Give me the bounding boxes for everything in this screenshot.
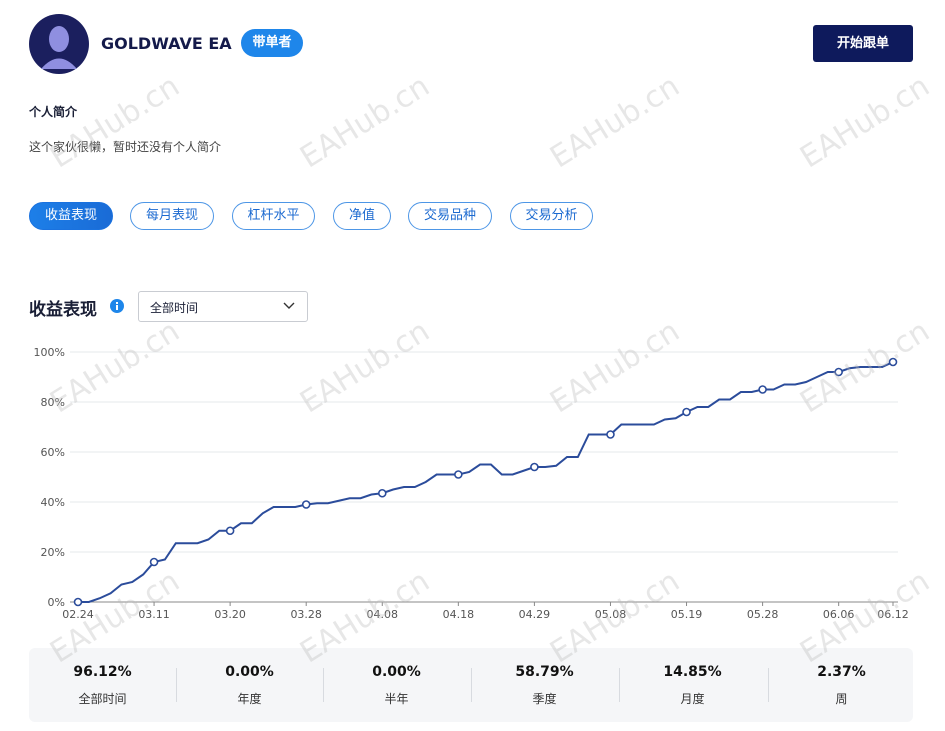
point-marker bbox=[149, 557, 159, 567]
watermark: EAHub.cn bbox=[544, 69, 686, 176]
x-tick-label: 06.06 bbox=[823, 608, 855, 621]
chevron bbox=[283, 302, 295, 309]
point-marker bbox=[225, 526, 235, 536]
y-tick-label: 0% bbox=[48, 596, 65, 609]
stat-value: 0.00% bbox=[372, 664, 421, 680]
x-tick-label: 04.08 bbox=[367, 608, 399, 621]
divider bbox=[768, 668, 769, 702]
divider bbox=[323, 668, 324, 702]
x-tick-label: 06.12 bbox=[877, 608, 909, 621]
stat: 96.12% 全部时间 bbox=[29, 648, 176, 722]
point-marker bbox=[301, 500, 311, 509]
x-tick-label: 03.11 bbox=[138, 608, 170, 621]
point-marker bbox=[73, 597, 83, 607]
stat-value: 96.12% bbox=[73, 664, 132, 680]
stat: 58.79% 季度 bbox=[471, 648, 618, 722]
point-marker bbox=[454, 470, 463, 479]
point-marker bbox=[888, 357, 898, 367]
line bbox=[78, 361, 894, 603]
tab[interactable]: 净值 bbox=[333, 202, 391, 230]
y-tick-label: 40% bbox=[41, 496, 65, 509]
x-tick-label: 03.20 bbox=[214, 608, 246, 621]
section-title: 收益表现 bbox=[29, 300, 97, 320]
tab[interactable]: 杠杆水平 bbox=[232, 202, 315, 230]
stat: 14.85% 月度 bbox=[619, 648, 766, 722]
bio-text: 这个家伙很懒，暂时还没有个人简介 bbox=[29, 140, 222, 154]
badge: 带单者 bbox=[241, 29, 303, 57]
period-value: 全部时间 bbox=[150, 301, 199, 315]
y-tick-label: 80% bbox=[41, 396, 65, 409]
stat-label: 半年 bbox=[384, 692, 409, 706]
trader-name: GOLDWAVE EA bbox=[101, 34, 232, 53]
stats-panel: 96.12% 全部时间 0.00% 年度 0.00% 半年 58.79% 季度 14.8… bbox=[29, 648, 913, 722]
stat-label: 全部时间 bbox=[78, 692, 127, 706]
divider bbox=[176, 668, 177, 702]
stat: 2.37% 周 bbox=[768, 648, 915, 722]
bio-title: 个人简介 bbox=[29, 105, 78, 119]
tab[interactable]: 交易品种 bbox=[408, 202, 492, 230]
stat-label: 季度 bbox=[532, 692, 557, 706]
point-marker bbox=[758, 385, 767, 394]
point-marker bbox=[682, 407, 691, 417]
y-tick-label: 60% bbox=[41, 446, 65, 459]
y-tick-label: 100% bbox=[34, 346, 65, 359]
avatar bbox=[29, 14, 89, 74]
x-tick-label: 02.24 bbox=[62, 608, 94, 621]
stat-label: 月度 bbox=[680, 692, 705, 706]
stat-value: 2.37% bbox=[817, 664, 866, 680]
stat-value: 58.79% bbox=[515, 664, 574, 680]
stat: 0.00% 年度 bbox=[176, 648, 323, 722]
tab[interactable]: 交易分析 bbox=[510, 202, 593, 230]
stat-value: 0.00% bbox=[225, 664, 274, 680]
chart: 0% 20% 40% 60% 80% 100% 02.24 03.11 03.20 03.28 04… bbox=[34, 346, 909, 621]
watermark: EAHub.cn bbox=[44, 69, 186, 176]
stat-label: 周 bbox=[835, 692, 848, 706]
y-tick-label: 20% bbox=[41, 546, 65, 559]
stat-value: 14.85% bbox=[663, 664, 722, 680]
point-marker bbox=[530, 462, 539, 472]
watermark: EAHub.cn bbox=[794, 69, 936, 176]
period-select[interactable]: 全部时间 bbox=[138, 291, 308, 322]
point-marker bbox=[377, 488, 387, 498]
divider bbox=[471, 668, 472, 702]
divider bbox=[619, 668, 620, 702]
x-tick-label: 04.29 bbox=[519, 608, 551, 621]
info-icon[interactable] bbox=[109, 298, 125, 314]
point-marker bbox=[834, 367, 843, 377]
watermark: EAHub.cn bbox=[294, 69, 436, 176]
x-tick-label: 05.28 bbox=[747, 608, 779, 621]
tab[interactable]: 收益表现 bbox=[29, 202, 113, 230]
x-tick-label: 05.19 bbox=[671, 608, 703, 621]
follow-button[interactable]: 开始跟单 bbox=[813, 25, 913, 62]
point-marker bbox=[606, 430, 615, 439]
x-tick-label: 04.18 bbox=[443, 608, 475, 621]
stat-label: 年度 bbox=[237, 692, 262, 706]
x-tick-label: 05.08 bbox=[595, 608, 627, 621]
stat: 0.00% 半年 bbox=[323, 648, 470, 722]
x-tick-label: 03.28 bbox=[290, 608, 322, 621]
tab[interactable]: 每月表现 bbox=[130, 202, 214, 230]
